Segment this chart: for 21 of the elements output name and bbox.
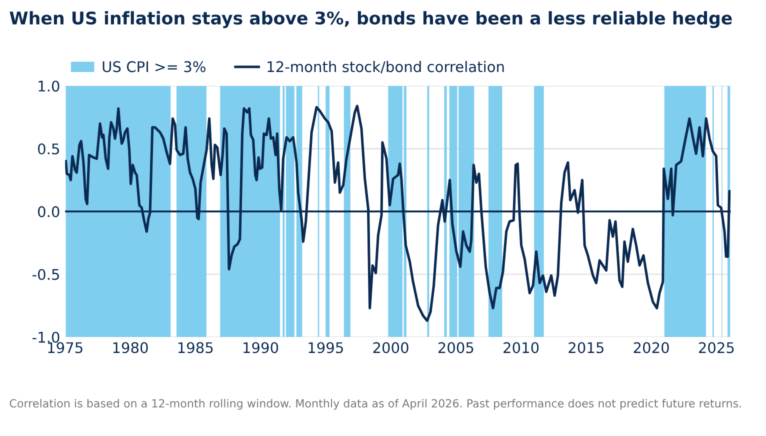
y-tick-label: -1.0 [32,332,60,343]
x-tick-label: 2005 [438,342,474,354]
y-tick-label: -0.5 [32,268,59,280]
legend-label: US CPI >= 3% [102,61,206,72]
x-tick-label: 1995 [308,342,343,354]
x-tick-label: 2025 [698,342,734,354]
x-tick-label: 1975 [48,342,82,354]
x-tick-label: 2010 [504,342,539,354]
text: Correlation is based on a 12-month rolling window. Monthly data as of April 2026. Past performance does not predict future returns. [10,398,741,410]
chart-title: When US inflation stays above 3%, bonds have been a less reliable hedge [10,11,732,28]
x-tick-label: 1990 [244,342,278,354]
y-tick-label: 1.0 [38,80,60,92]
line-series [65,104,731,322]
x-tick-label: 1980 [113,342,148,354]
legend-label: 12-month stock/bond correlation [268,60,504,74]
x-tick-label: 2020 [634,342,669,354]
y-tick-label: 0.0 [38,206,60,218]
x-tick-label: 2015 [568,342,604,354]
x-tick-label: 2000 [373,342,408,354]
y-tick-label: 0.5 [38,143,59,154]
x-tick-label: 1985 [178,342,213,354]
